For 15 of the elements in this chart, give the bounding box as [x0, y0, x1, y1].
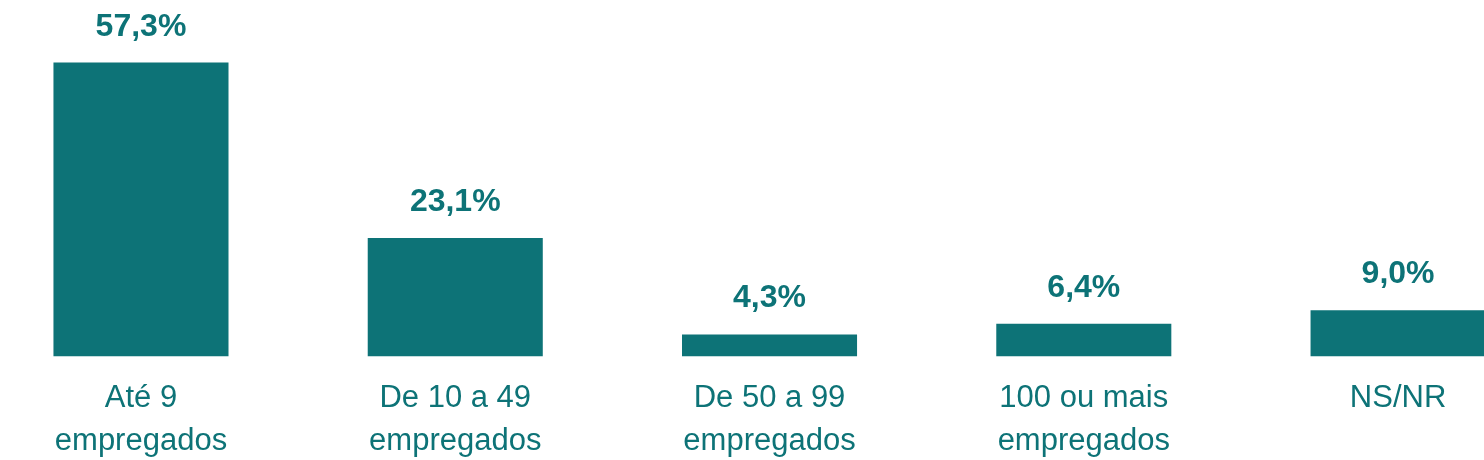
x-tick-label: 100 ou mais empregados	[997, 378, 1170, 458]
x-tick-label: NS/NR	[1349, 378, 1447, 414]
x-tick-label: De 50 a 99 empregados	[683, 378, 856, 458]
bar	[367, 237, 543, 357]
data-label: 57,3%	[95, 6, 187, 43]
bar	[682, 334, 858, 357]
bar	[1310, 310, 1484, 357]
data-label: 6,4%	[1047, 267, 1121, 304]
data-label: 4,3%	[733, 278, 806, 315]
data-label: 9,0%	[1361, 254, 1435, 291]
bar	[53, 62, 229, 357]
bar	[996, 323, 1172, 357]
x-tick-label: De 10 a 49 empregados	[369, 378, 542, 458]
data-label: 23,1%	[409, 181, 501, 218]
x-tick-label: Até 9 empregados	[54, 378, 228, 458]
